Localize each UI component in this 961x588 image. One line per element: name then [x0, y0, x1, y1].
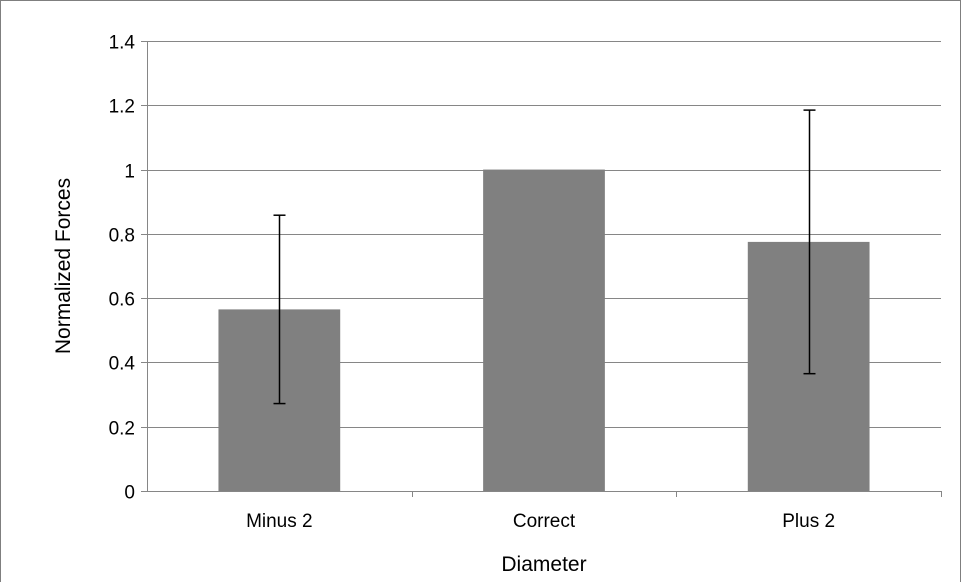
x-axis-title: Diameter: [501, 553, 586, 576]
y-tick-label: 1.4: [109, 33, 136, 54]
y-tick-label: 0.4: [109, 354, 136, 375]
bar-plus-2: [747, 241, 870, 491]
y-tick-label: 1: [124, 162, 135, 183]
x-tick-label: Minus 2: [246, 511, 313, 532]
x-tick-label: Plus 2: [782, 511, 835, 532]
y-axis-title: Normalized Forces: [52, 178, 75, 354]
bars: [218, 169, 870, 492]
x-tick-labels: Minus 2 Correct Plus 2: [246, 511, 835, 532]
y-tick-label: 0.6: [109, 290, 135, 311]
y-tick-label: 0.8: [109, 226, 135, 247]
bar-correct: [483, 169, 605, 492]
y-tick-labels: 0 0.2 0.4 0.6 0.8 1 1.2 1.4: [109, 33, 136, 504]
y-tick-label: 0: [124, 483, 135, 504]
y-tick-label: 1.2: [109, 97, 135, 118]
y-tick-label: 0.2: [109, 419, 135, 440]
axes: [141, 41, 942, 497]
error-bars: [273, 109, 816, 405]
x-tick-label: Correct: [513, 511, 576, 532]
